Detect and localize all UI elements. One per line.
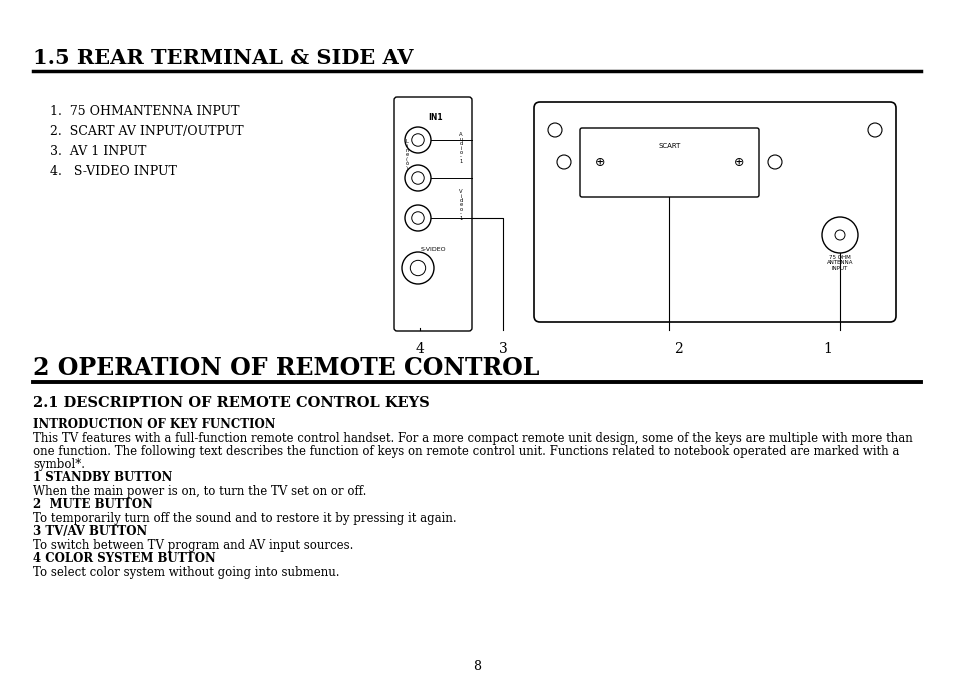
Text: 3 TV/AV BUTTON: 3 TV/AV BUTTON bbox=[33, 525, 147, 538]
Circle shape bbox=[867, 123, 882, 137]
Circle shape bbox=[557, 155, 571, 169]
Text: 2.  SCART AV INPUT/OUTPUT: 2. SCART AV INPUT/OUTPUT bbox=[50, 125, 243, 138]
Circle shape bbox=[412, 171, 424, 184]
Text: INTRODUCTION OF KEY FUNCTION: INTRODUCTION OF KEY FUNCTION bbox=[33, 418, 275, 431]
Text: symbol*.: symbol*. bbox=[33, 458, 85, 471]
Circle shape bbox=[412, 134, 424, 146]
Circle shape bbox=[405, 205, 431, 231]
Circle shape bbox=[401, 252, 434, 284]
Circle shape bbox=[547, 123, 561, 137]
Circle shape bbox=[821, 217, 857, 253]
Text: 1.  75 OHMANTENNA INPUT: 1. 75 OHMANTENNA INPUT bbox=[50, 105, 239, 118]
FancyBboxPatch shape bbox=[534, 102, 895, 322]
Text: V
i
d
e
o
-
1: V i d e o - 1 bbox=[458, 189, 462, 221]
Text: 1 STANDBY BUTTON: 1 STANDBY BUTTON bbox=[33, 471, 172, 484]
Text: ⊕: ⊕ bbox=[733, 155, 743, 169]
Text: 2  MUTE BUTTON: 2 MUTE BUTTON bbox=[33, 498, 152, 511]
Text: 3: 3 bbox=[498, 342, 507, 356]
Text: SCART: SCART bbox=[658, 143, 680, 149]
Text: 2.1 DESCRIPTION OF REMOTE CONTROL KEYS: 2.1 DESCRIPTION OF REMOTE CONTROL KEYS bbox=[33, 396, 429, 410]
Text: 4 COLOR SYSTEM BUTTON: 4 COLOR SYSTEM BUTTON bbox=[33, 552, 215, 565]
FancyBboxPatch shape bbox=[579, 128, 759, 197]
Circle shape bbox=[405, 165, 431, 191]
Circle shape bbox=[410, 261, 425, 275]
Text: To switch between TV program and AV input sources.: To switch between TV program and AV inpu… bbox=[33, 539, 353, 552]
Text: 75 OHM
ANTENNA
INPUT: 75 OHM ANTENNA INPUT bbox=[826, 255, 852, 271]
Text: IN1: IN1 bbox=[428, 113, 443, 122]
Text: 1.5 REAR TERMINAL & SIDE AV: 1.5 REAR TERMINAL & SIDE AV bbox=[33, 48, 413, 68]
Text: 2 OPERATION OF REMOTE CONTROL: 2 OPERATION OF REMOTE CONTROL bbox=[33, 356, 538, 380]
Text: 1: 1 bbox=[822, 342, 832, 356]
Text: S-VIDEO: S-VIDEO bbox=[419, 247, 445, 252]
Text: This TV features with a full-function remote control handset. For a more compact: This TV features with a full-function re… bbox=[33, 432, 912, 445]
Text: To select color system without going into submenu.: To select color system without going int… bbox=[33, 566, 339, 579]
FancyBboxPatch shape bbox=[394, 97, 472, 331]
Text: one function. The following text describes the function of keys on remote contro: one function. The following text describ… bbox=[33, 445, 899, 458]
Circle shape bbox=[405, 127, 431, 153]
Text: L
i
n
e
(
o
): L i n e ( o ) bbox=[405, 139, 408, 171]
Text: 4: 4 bbox=[416, 342, 424, 356]
Text: ⊕: ⊕ bbox=[594, 155, 604, 169]
Text: To temporarily turn off the sound and to restore it by pressing it again.: To temporarily turn off the sound and to… bbox=[33, 512, 456, 525]
Circle shape bbox=[767, 155, 781, 169]
Text: A
u
d
i
o
-
1: A u d i o - 1 bbox=[458, 132, 462, 164]
Text: 2: 2 bbox=[673, 342, 681, 356]
Text: 4.   S-VIDEO INPUT: 4. S-VIDEO INPUT bbox=[50, 165, 176, 178]
Text: 8: 8 bbox=[473, 660, 480, 673]
Text: 3.  AV 1 INPUT: 3. AV 1 INPUT bbox=[50, 145, 146, 158]
Circle shape bbox=[834, 230, 844, 240]
Text: When the main power is on, to turn the TV set on or off.: When the main power is on, to turn the T… bbox=[33, 485, 366, 498]
Circle shape bbox=[412, 212, 424, 224]
